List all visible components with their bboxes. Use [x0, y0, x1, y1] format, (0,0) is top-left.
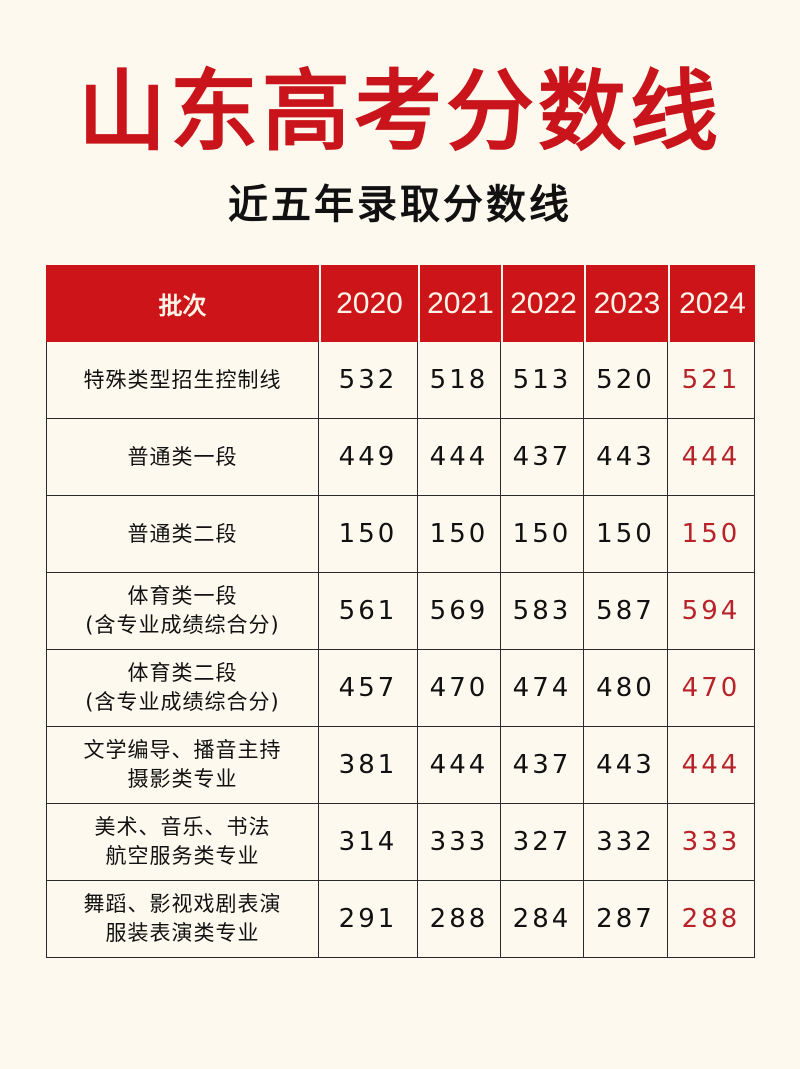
score-cell-2024: 521	[668, 342, 755, 419]
header-year-2020: 2020	[319, 265, 418, 342]
batch-label-line: 普通类二段	[127, 521, 238, 546]
score-cell-2021: 150	[418, 496, 501, 573]
batch-label-cell: 美术、音乐、书法 航空服务类专业	[46, 804, 319, 881]
batch-label-cell: 舞蹈、影视戏剧表演 服装表演类专业	[46, 881, 319, 958]
batch-label-line: (含专业成绩综合分)	[85, 690, 280, 714]
score-cell-2020: 532	[319, 342, 418, 419]
score-cell-2020: 561	[319, 573, 418, 650]
page-title: 山东高考分数线	[77, 60, 722, 163]
batch-label-cell: 普通类二段	[46, 496, 319, 573]
score-cell-2020: 449	[319, 419, 418, 496]
batch-label-cell: 文学编导、播音主持 摄影类专业	[46, 727, 319, 804]
batch-label-line: 特殊类型招生控制线	[83, 367, 282, 392]
score-cell-2024: 333	[668, 804, 755, 881]
batch-label-line: 普通类一段	[127, 444, 238, 469]
header-year-2024: 2024	[668, 265, 755, 342]
batch-label-cell: 特殊类型招生控制线	[46, 342, 319, 419]
batch-label-line: 服装表演类专业	[105, 921, 260, 945]
page-subtitle: 近五年录取分数线	[228, 182, 572, 228]
score-cell-2021: 333	[418, 804, 501, 881]
score-cell-2023: 480	[584, 650, 668, 727]
score-cell-2023: 443	[584, 419, 668, 496]
score-table: 批次 2020 2021 2022 2023 2024 特殊类型招生控制线 532…	[46, 265, 755, 958]
score-cell-2022: 474	[501, 650, 584, 727]
score-cell-2024: 444	[668, 727, 755, 804]
score-cell-2020: 150	[319, 496, 418, 573]
score-cell-2021: 444	[418, 419, 501, 496]
header-batch: 批次	[46, 265, 319, 342]
score-cell-2022: 437	[501, 419, 584, 496]
score-cell-2023: 587	[584, 573, 668, 650]
batch-label-cell: 体育类二段 (含专业成绩综合分)	[46, 650, 319, 727]
score-cell-2024: 150	[668, 496, 755, 573]
score-cell-2023: 287	[584, 881, 668, 958]
score-cell-2020: 381	[319, 727, 418, 804]
batch-label-line: 体育类一段	[127, 584, 238, 608]
batch-label-cell: 体育类一段 (含专业成绩综合分)	[46, 573, 319, 650]
batch-label-line: 美术、音乐、书法	[94, 815, 271, 839]
score-cell-2023: 520	[584, 342, 668, 419]
score-cell-2021: 288	[418, 881, 501, 958]
score-cell-2020: 314	[319, 804, 418, 881]
batch-label-line: 文学编导、播音主持	[83, 738, 282, 762]
score-cell-2022: 583	[501, 573, 584, 650]
score-cell-2021: 470	[418, 650, 501, 727]
table-row: 文学编导、播音主持 摄影类专业 381 444 437 443 444	[46, 727, 755, 804]
batch-label-line: 摄影类专业	[127, 767, 238, 791]
score-cell-2024: 594	[668, 573, 755, 650]
score-cell-2022: 284	[501, 881, 584, 958]
score-cell-2024: 288	[668, 881, 755, 958]
score-cell-2023: 150	[584, 496, 668, 573]
batch-label-line: (含专业成绩综合分)	[85, 613, 280, 637]
score-cell-2020: 457	[319, 650, 418, 727]
table-row: 体育类二段 (含专业成绩综合分) 457 470 474 480 470	[46, 650, 755, 727]
score-cell-2021: 444	[418, 727, 501, 804]
batch-label-line: 航空服务类专业	[105, 844, 260, 868]
score-cell-2024: 444	[668, 419, 755, 496]
table-row: 普通类二段 150 150 150 150 150	[46, 496, 755, 573]
table-row: 特殊类型招生控制线 532 518 513 520 521	[46, 342, 755, 419]
table-header-row: 批次 2020 2021 2022 2023 2024	[46, 265, 755, 342]
score-cell-2021: 518	[418, 342, 501, 419]
batch-label-cell: 普通类一段	[46, 419, 319, 496]
score-cell-2021: 569	[418, 573, 501, 650]
table-row: 舞蹈、影视戏剧表演 服装表演类专业 291 288 284 287 288	[46, 881, 755, 958]
score-cell-2024: 470	[668, 650, 755, 727]
batch-label-line: 体育类二段	[127, 661, 238, 685]
score-cell-2022: 437	[501, 727, 584, 804]
score-cell-2023: 332	[584, 804, 668, 881]
header-year-2023: 2023	[584, 265, 668, 342]
table-row: 体育类一段 (含专业成绩综合分) 561 569 583 587 594	[46, 573, 755, 650]
batch-label-line: 舞蹈、影视戏剧表演	[83, 892, 282, 916]
score-cell-2022: 150	[501, 496, 584, 573]
score-cell-2023: 443	[584, 727, 668, 804]
header-year-2022: 2022	[501, 265, 584, 342]
header-year-2021: 2021	[418, 265, 501, 342]
table-row: 普通类一段 449 444 437 443 444	[46, 419, 755, 496]
table-row: 美术、音乐、书法 航空服务类专业 314 333 327 332 333	[46, 804, 755, 881]
score-cell-2020: 291	[319, 881, 418, 958]
score-cell-2022: 513	[501, 342, 584, 419]
score-cell-2022: 327	[501, 804, 584, 881]
